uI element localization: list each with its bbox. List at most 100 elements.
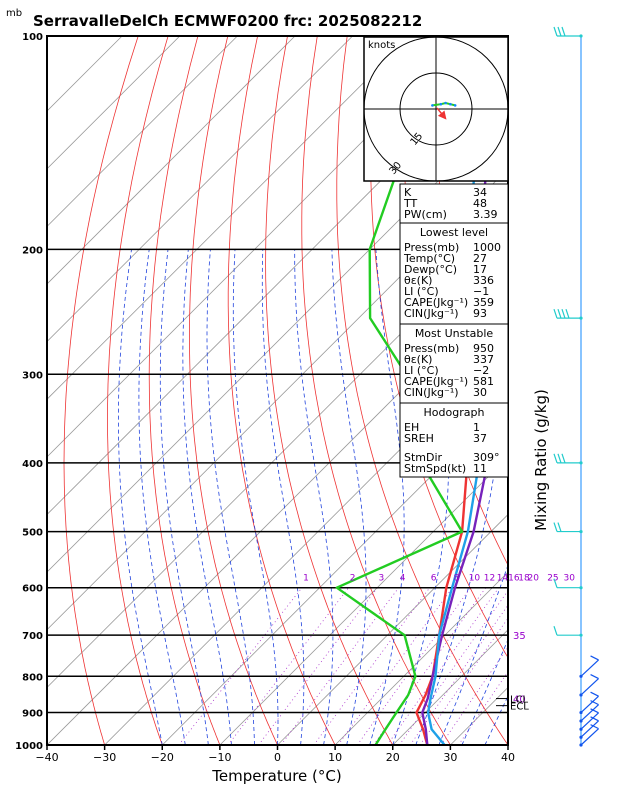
pressure-tick-label: 600: [22, 584, 43, 595]
wind-barb-flag: [590, 700, 599, 706]
moist-adiabat-line: [118, 249, 163, 745]
isotherm-line: [219, 456, 508, 745]
wind-barbs: [553, 26, 599, 747]
index-value: 1: [473, 421, 480, 434]
x-tick-label: −20: [151, 751, 174, 764]
pressure-tick-label: 900: [22, 709, 43, 720]
y-axis-ticks: 100 200 300 400 500 600 700 800 900 1000: [15, 32, 43, 752]
wind-barb-flag: [590, 674, 599, 680]
pressure-tick-label: 400: [22, 459, 43, 470]
hodograph-point: [449, 102, 452, 106]
wind-barb-flag: [557, 308, 562, 319]
index-label: CAPE(Jkg⁻¹): [404, 296, 468, 309]
wind-barb-staff: [580, 659, 599, 677]
moist-adiabat-line: [159, 249, 209, 745]
hodograph-point: [431, 104, 434, 107]
mixing-ratio-label: 18: [518, 574, 530, 584]
x-tick-label: 20: [386, 751, 400, 764]
pressure-tick-label: 200: [22, 245, 43, 256]
wind-barb-flag: [553, 26, 558, 37]
index-label: CIN(Jkg⁻¹): [404, 307, 459, 320]
wind-barb: [553, 522, 583, 534]
dry-adiabat-line: [188, 36, 278, 745]
pressure-tick-label: 300: [22, 370, 43, 381]
mixing-ratio-side-label: 40: [513, 695, 526, 706]
moist-adiabat-line: [331, 249, 367, 745]
hodograph-ring-label: 45: [366, 189, 383, 206]
index-label: θε(K): [404, 353, 432, 366]
wind-barb-flag: [553, 625, 558, 636]
x-tick-label: −40: [35, 751, 58, 764]
index-label: SREH: [404, 432, 434, 445]
indices-section-header: Hodograph: [424, 406, 485, 419]
dry-adiabat-line: [63, 36, 139, 745]
index-label: LI (°C): [404, 364, 439, 377]
moist-adiabat-line: [232, 249, 279, 745]
isotherm-line: [47, 36, 411, 400]
dry-adiabat-line: [227, 36, 336, 745]
wind-barb-staff: [580, 720, 599, 738]
index-value: −2: [473, 364, 489, 377]
mixing-ratio-label: 25: [547, 574, 558, 584]
index-value: 309°: [473, 451, 500, 464]
pressure-tick-label: 1000: [15, 741, 43, 752]
x-tick-label: −30: [93, 751, 116, 764]
moist-adiabat-line: [206, 249, 255, 745]
pressure-tick-label: 100: [22, 32, 43, 43]
wind-barb: [579, 655, 599, 678]
mixing-ratio-label: 1: [303, 574, 309, 584]
wind-barb-flag: [590, 655, 599, 661]
index-label: Temp(°C): [403, 252, 455, 265]
mixing-ratio-line: [458, 671, 508, 745]
isotherm-line: [47, 36, 296, 285]
index-label: Dewp(°C): [404, 263, 457, 276]
index-value: −1: [473, 285, 489, 298]
hodograph-point: [444, 101, 447, 105]
wind-barb-staff: [580, 712, 599, 730]
mixing-ratio-label: 2: [350, 574, 356, 584]
moist-adiabat-line: [507, 744, 508, 745]
index-label: K: [404, 186, 412, 199]
indices-top-box: [399, 183, 509, 224]
moist-adiabat-line: [369, 249, 405, 745]
wind-barb-flag: [553, 308, 558, 319]
wind-barb-flag: [561, 308, 566, 319]
pressure-tick-label: 500: [22, 528, 43, 539]
mixing-ratio-line: [258, 587, 378, 745]
index-label: PW(cm): [404, 208, 447, 221]
wind-barb: [579, 724, 599, 747]
indices-section-box: [399, 323, 509, 404]
index-label: TT: [403, 197, 418, 210]
x-tick-label: 10: [328, 751, 342, 764]
wind-barb-staff: [580, 704, 599, 722]
wind-barb: [579, 691, 599, 715]
isotherm-line: [162, 398, 508, 745]
index-value: 1000: [473, 241, 501, 254]
indices-section-header: Lowest level: [420, 226, 488, 239]
index-value: 336: [473, 274, 494, 287]
isotherm-line: [334, 571, 508, 745]
dry-adiabat-line: [301, 36, 451, 745]
mixing-ratio-line: [227, 587, 349, 745]
indices-panel: K 34 TT 48 PW(cm) 3.39 Lowest level Press(mb) 10…: [399, 183, 509, 478]
isotherm-line: [47, 168, 508, 631]
mixing-ratio-label: 6: [431, 574, 437, 584]
index-value: 27: [473, 252, 487, 265]
level-label: LCL: [510, 695, 529, 706]
level-label: ECL: [510, 702, 529, 713]
index-label: CAPE(Jkg⁻¹): [404, 375, 468, 388]
isotherm-line: [47, 36, 123, 112]
wind-barb: [579, 708, 599, 731]
wind-barb-flag: [565, 308, 570, 319]
wind-barb-flag: [561, 26, 566, 37]
wind-barb-flag: [557, 522, 562, 532]
isotherm-line: [47, 36, 353, 343]
index-value: 337: [473, 353, 494, 366]
index-label: LI (°C): [404, 285, 439, 298]
dewpoint-line: [335, 36, 464, 745]
wind-barb-staff: [580, 695, 599, 713]
moist-adiabat-line: [182, 249, 232, 745]
wind-barb-flag: [590, 708, 599, 714]
wind-barb: [553, 308, 583, 320]
